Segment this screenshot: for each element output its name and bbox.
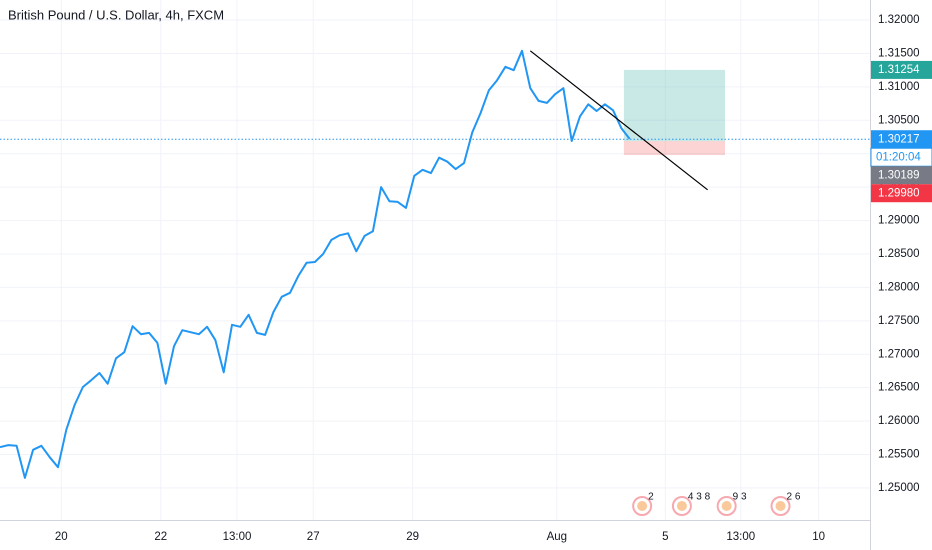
y-tick-label: 1.29000 [878,215,920,227]
y-tick-label: 1.26500 [878,382,920,394]
y-tick-label: 1.25500 [878,449,920,461]
y-tick-label: 1.32000 [878,14,920,26]
profit-zone [623,69,725,142]
price-badge [871,130,932,149]
countdown-label: 01:20:04 [876,151,921,163]
price-badge-label: 1.30189 [878,169,920,181]
y-tick-label: 1.30500 [878,114,920,126]
y-tick-label: 1.27000 [878,348,920,360]
x-tick-label: 29 [406,531,419,543]
event-icon-inner [721,501,732,511]
price-badge [871,184,932,203]
y-tick-label: 1.27500 [878,315,920,327]
y-tick-label: 1.31000 [878,81,920,93]
event-count: 4 3 8 [688,492,711,503]
x-tick-label: 5 [662,531,668,543]
price-badge [871,166,932,185]
event-count: 2 6 [787,492,801,503]
y-tick-label: 1.28500 [878,248,920,260]
x-tick-label: 20 [55,531,68,543]
y-tick-label: 1.25000 [878,482,920,494]
chart-title: British Pound / U.S. Dollar, 4h, FXCM [8,7,224,22]
event-icon-inner [676,501,687,511]
price-badge-label: 1.31254 [878,64,920,76]
price-badge-label: 1.30217 [878,133,920,145]
x-tick-label: 22 [154,531,167,543]
price-line [0,49,631,479]
price-badge [871,60,932,79]
x-tick-label: 10 [812,531,825,543]
y-tick-label: 1.28000 [878,281,920,293]
x-tick-label: 13:00 [223,531,252,543]
event-count: 2 [648,492,654,503]
trendline [529,50,708,191]
event-icon-inner [775,501,786,511]
event-icon-inner [637,501,648,511]
price-badge-label: 1.29980 [878,187,920,199]
y-tick-label: 1.31500 [878,48,920,60]
x-tick-label: 27 [307,531,320,543]
loss-zone [623,141,725,156]
x-tick-label: 13:00 [726,531,755,543]
x-tick-label: Aug [547,531,567,543]
y-tick-label: 1.26000 [878,415,920,427]
event-count: 9 3 [733,492,747,503]
